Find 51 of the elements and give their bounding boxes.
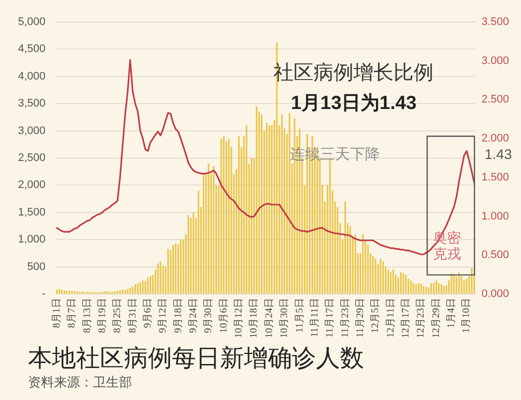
x-tick-label: 9月12日	[158, 298, 169, 333]
x-tick-label: 12月5日	[370, 298, 382, 333]
x-tick-label: 10月12日	[234, 298, 245, 338]
y-tick-label: 2,000	[18, 179, 46, 192]
x-tick-label: 9月6日	[142, 298, 154, 328]
y-tick-label: 1,000	[18, 234, 46, 246]
y2-tick-label: 0.500	[481, 249, 510, 262]
y2-tick-label: 3.000	[481, 54, 510, 67]
x-tick-label: 1月4日	[446, 298, 458, 328]
x-tick-label: 9月24日	[188, 298, 200, 333]
y-tick-label: 500	[27, 260, 46, 273]
y-tick-label: 4,500	[18, 43, 46, 56]
y2-tick-label: 3.500	[481, 16, 510, 28]
y-tick-label: -	[42, 288, 46, 300]
x-tick-label: 1月10日	[461, 298, 472, 333]
x-tick-label: 9月30日	[203, 298, 214, 333]
x-tick-label: 12月11日	[385, 298, 396, 338]
y-tick-label: 5,000	[18, 16, 46, 28]
text: 1.43	[484, 146, 512, 162]
x-tick-label: 8月1日	[51, 298, 62, 328]
y2-tick-label: 2.000	[481, 132, 510, 145]
y2-tick-label: 2.500	[481, 94, 510, 106]
x-tick-label: 10月6日	[218, 298, 230, 333]
y2-tick-label: 1.500	[481, 171, 510, 184]
x-tick-label: 9月18日	[172, 298, 184, 333]
x-tick-label: 10月24日	[264, 298, 275, 338]
text: 本地社区病例每日新增确诊人数	[28, 345, 364, 372]
x-tick-label: 11月23日	[340, 298, 351, 338]
x-tick-label: 11月11日	[309, 298, 320, 338]
y2-tick-label: 0.000	[481, 288, 510, 300]
x-tick-label: 11月29日	[354, 298, 366, 338]
x-tick-label: 11月17日	[324, 298, 336, 338]
x-tick-label: 8月31日	[127, 298, 138, 333]
x-tick-label: 8月7日	[66, 298, 78, 328]
x-tick-label: 8月25日	[112, 298, 124, 333]
y-tick-label: 1,500	[18, 206, 46, 218]
y-tick-label: 4,000	[18, 70, 46, 82]
text: 资料来源：卫生部	[28, 374, 132, 390]
y-tick-label: 3,500	[18, 98, 46, 110]
x-tick-label: 8月19日	[96, 298, 108, 333]
y-tick-label: 2,500	[18, 152, 46, 164]
x-tick-label: 12月29日	[430, 298, 442, 338]
y-tick-label: 3,000	[18, 124, 46, 137]
annotation: 1月13日为1.43	[290, 92, 417, 114]
x-tick-label: 8月13日	[82, 298, 93, 333]
x-tick-label: 10月30日	[279, 298, 290, 338]
x-tick-label: 12月17日	[400, 298, 412, 338]
x-tick-label: 10月18日	[248, 298, 260, 338]
x-tick-label: 12月23日	[416, 298, 427, 338]
y2-tick-label: 1.000	[481, 210, 510, 222]
x-tick-label: 11月5日	[294, 298, 306, 333]
